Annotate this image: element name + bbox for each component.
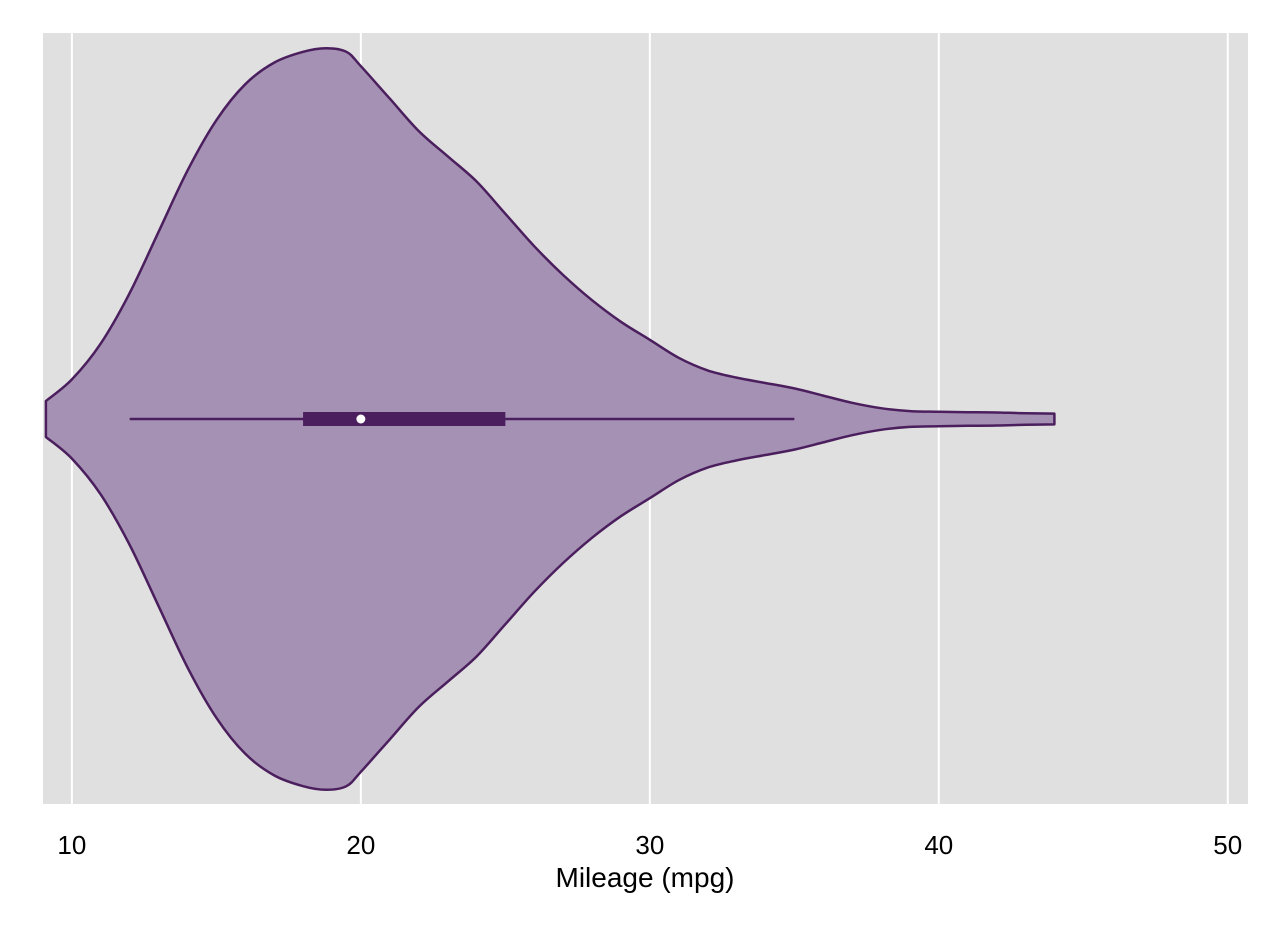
iqr-box xyxy=(303,412,506,426)
x-axis-ticks: 10 20 30 40 50 xyxy=(57,830,1242,860)
median-marker xyxy=(356,414,366,424)
x-tick-label-10: 10 xyxy=(57,830,86,860)
x-tick-label-40: 40 xyxy=(924,830,953,860)
violin-group xyxy=(44,46,1056,792)
x-tick-label-50: 50 xyxy=(1213,830,1242,860)
x-tick-label-20: 20 xyxy=(346,830,375,860)
x-tick-label-30: 30 xyxy=(635,830,664,860)
x-axis-title: Mileage (mpg) xyxy=(556,862,735,893)
